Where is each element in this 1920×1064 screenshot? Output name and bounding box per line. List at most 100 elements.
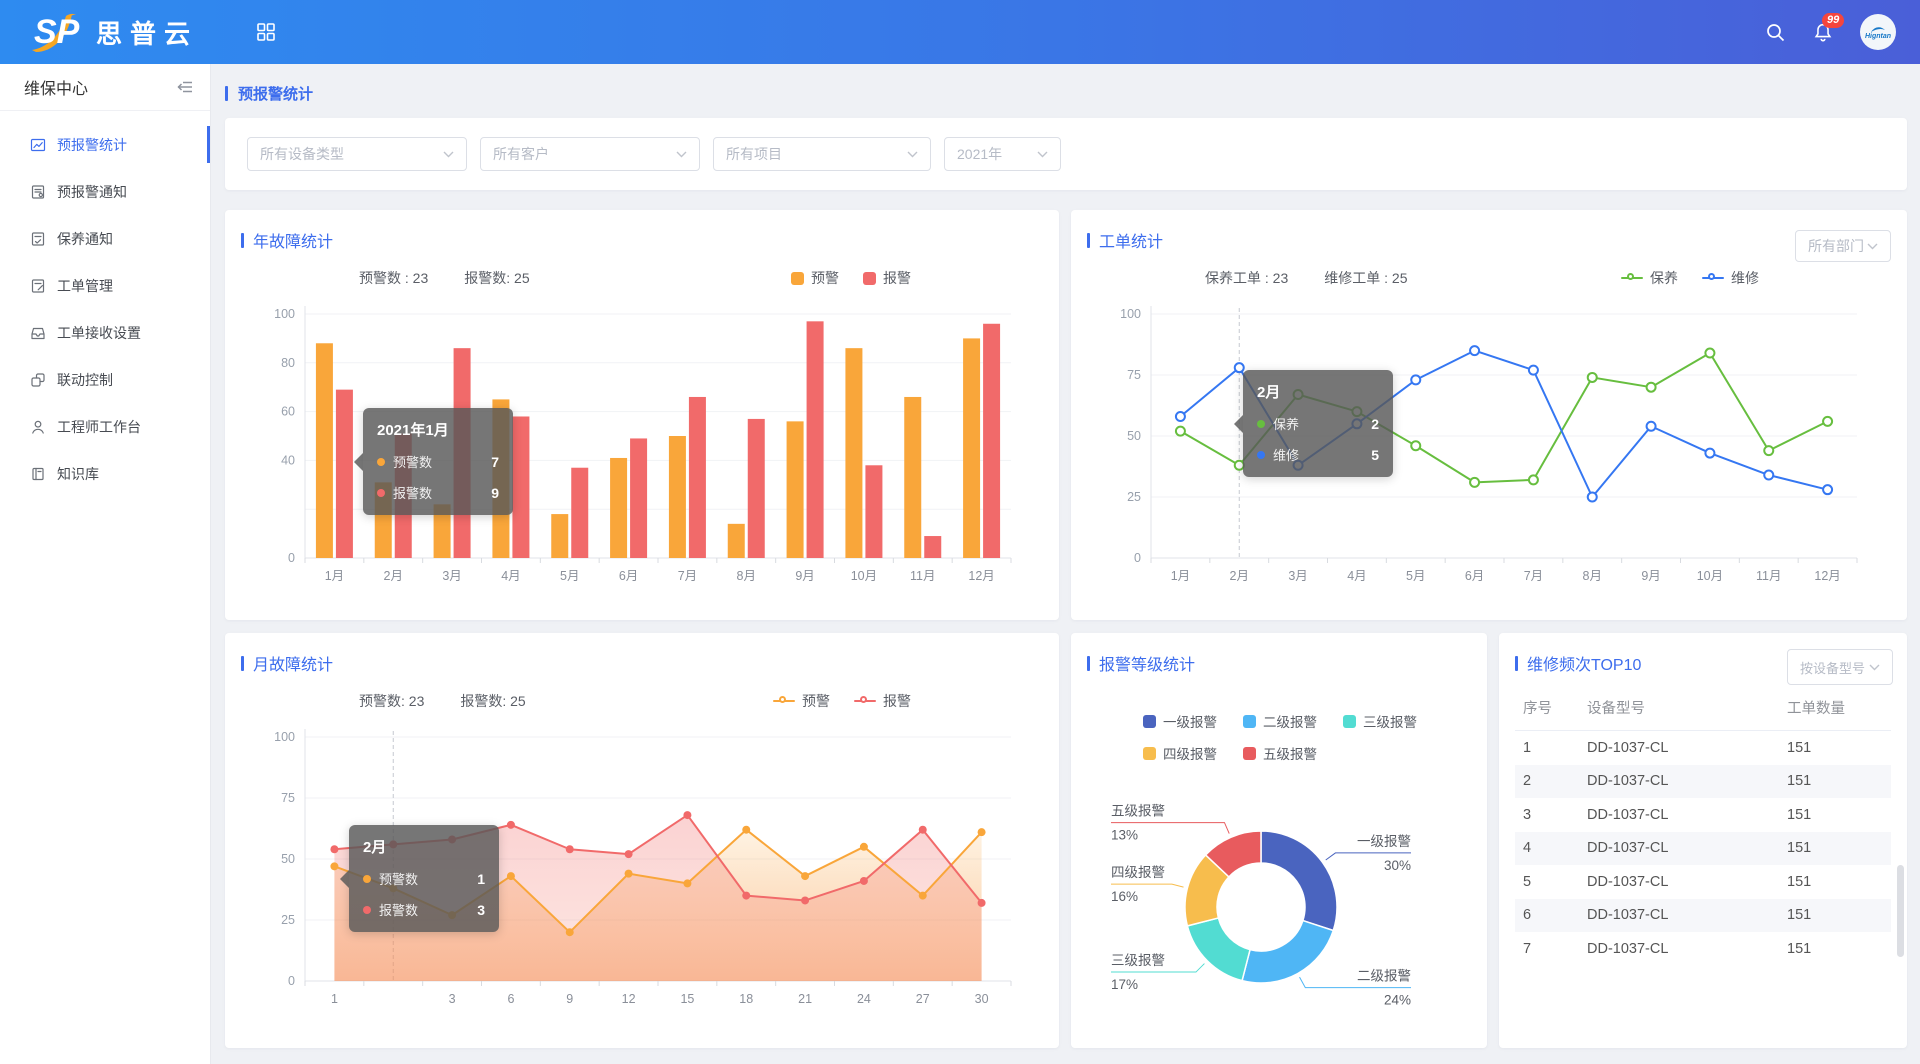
table-scrollbar[interactable]: [1897, 865, 1904, 957]
notification-bell-icon[interactable]: 99: [1812, 13, 1845, 43]
department-select[interactable]: 所有部门: [1795, 230, 1891, 262]
tooltip-row: 预警数 1: [363, 869, 485, 888]
svg-text:3: 3: [449, 992, 456, 1006]
legend-label: 五级报警: [1263, 747, 1317, 762]
apps-grid-icon[interactable]: [256, 22, 276, 42]
svg-text:40: 40: [281, 453, 295, 467]
sidebar-item-1[interactable]: 预报警统计: [0, 121, 210, 168]
department-select-value: 所有部门: [1808, 238, 1864, 254]
svg-text:2月: 2月: [384, 569, 403, 583]
legend-item-四级报警[interactable]: 四级报警: [1143, 743, 1217, 763]
sidebar-item-2[interactable]: 预报警通知: [0, 168, 210, 215]
sidebar-item-6[interactable]: 联动控制: [0, 356, 210, 403]
card-title: 维修频次TOP10: [1527, 657, 1642, 674]
chart-icon: [30, 138, 46, 151]
filter-select-2[interactable]: 所有客户: [480, 137, 700, 171]
svg-text:0: 0: [1134, 551, 1141, 565]
table-body: 1 DD-1037-CL 151 2 DD-1037-CL 151 3 DD-1037-CL 1…: [1515, 731, 1891, 966]
chart-tooltip: 2021年1月 预警数 7 报警数 9: [354, 408, 513, 515]
filter-select-1-value: 所有设备类型: [260, 146, 344, 162]
tooltip-series-name: 报警数: [379, 903, 419, 918]
table-row: 3 DD-1037-CL 151: [1515, 798, 1891, 832]
filter-select-3[interactable]: 所有项目: [713, 137, 931, 171]
card-title: 月故障统计: [253, 657, 334, 674]
svg-text:1: 1: [331, 992, 338, 1006]
title-accent-bar: [1087, 232, 1090, 248]
donut-chart-canvas[interactable]: 一级报警 30% 二级报警 24% 三级报警 17% 四级报警 16% 五级报警 13%: [1071, 775, 1487, 1037]
table-cell: 151: [1787, 806, 1812, 823]
bar-chart-canvas[interactable]: 0 40 60 80 100 1月 2月 3月 4月 5月 6月 7月 8月 9月 10月 11月 12月: [233, 296, 1033, 598]
svg-text:12月: 12月: [1814, 569, 1840, 583]
tooltip-series-value: 9: [491, 484, 499, 501]
svg-text:30%: 30%: [1384, 858, 1411, 873]
legend-item-报警[interactable]: 报警: [863, 268, 911, 288]
svg-text:11月: 11月: [1756, 569, 1781, 583]
table-cell: DD-1037-CL: [1587, 773, 1669, 790]
legend-swatch: [1243, 714, 1256, 728]
tooltip-series-dot: [1257, 419, 1265, 428]
svg-text:75: 75: [1127, 368, 1141, 382]
svg-text:24: 24: [857, 992, 871, 1006]
svg-text:9月: 9月: [795, 569, 814, 583]
sidebar-item-4[interactable]: 工单管理: [0, 262, 210, 309]
sidebar-item-8[interactable]: 知识库: [0, 450, 210, 497]
legend-item-预警[interactable]: 预警: [791, 268, 839, 288]
legend-line-marker: [1621, 273, 1643, 283]
title-accent-bar: [1515, 655, 1518, 671]
sidebar-item-7[interactable]: 工程师工作台: [0, 403, 210, 450]
svg-text:3月: 3月: [442, 569, 461, 583]
card-workorder: 工单统计 所有部门 保养工单 : 23 维修工单 : 25 保养 维修 0 25 50 75 100…: [1071, 210, 1907, 620]
filter-select-4[interactable]: 2021年: [944, 137, 1061, 171]
tooltip-row: 报警数 3: [363, 900, 485, 919]
table-header-cell: 工单数量: [1787, 701, 1845, 717]
device-model-select[interactable]: 按设备型号: [1787, 649, 1893, 685]
filter-select-1[interactable]: 所有设备类型: [247, 137, 467, 171]
svg-text:3月: 3月: [1288, 569, 1307, 583]
sidebar-item-3[interactable]: 保养通知: [0, 215, 210, 262]
legend-label: 预警: [811, 270, 839, 286]
table-cell: 7: [1523, 940, 1532, 957]
card-head: 工单统计: [1071, 210, 1907, 252]
table-cell: 151: [1787, 840, 1812, 857]
svg-text:80: 80: [281, 356, 295, 370]
legend-item-报警数[interactable]: 报警: [854, 691, 911, 711]
sidebar: 维保中心 预报警统计 预报警通知 保养通知 工单管理 工单接收设置 联动控制 工程师工作台知…: [0, 64, 211, 1064]
legend-item-一级报警[interactable]: 一级报警: [1143, 711, 1217, 731]
card-head: 报警等级统计: [1071, 633, 1487, 675]
chart-stats: 预警数: 23 报警数: 25: [359, 691, 526, 711]
chart-area: 0 25 50 75 100 1月 2月 3月 4月 5月 6月 7月 8月 9月 10月 11月 12月: [1071, 296, 1907, 609]
chevron-down-icon: [443, 151, 454, 157]
sidebar-item-label: 工单接收设置: [57, 324, 141, 341]
legend-swatch: [1143, 714, 1156, 728]
legend-item-保养[interactable]: 保养: [1621, 268, 1678, 288]
legend-item-维修[interactable]: 维修: [1702, 268, 1759, 288]
stat-text: 报警数: 25: [464, 270, 530, 286]
tooltip-row: 保养 2: [1257, 414, 1379, 433]
table-cell: 4: [1523, 840, 1532, 857]
svg-text:2月: 2月: [1230, 569, 1249, 583]
sp-logo-icon: SP: [32, 13, 80, 52]
legend-label: 保养: [1650, 270, 1678, 286]
tooltip-series-value: 3: [477, 901, 485, 918]
legend-ring: [860, 696, 867, 703]
search-icon[interactable]: [1765, 22, 1786, 43]
legend-swatch: [863, 271, 876, 285]
sidebar-collapse-icon[interactable]: [176, 78, 194, 96]
legend-label: 一级报警: [1163, 715, 1217, 730]
user-avatar[interactable]: Higntan: [1860, 14, 1896, 50]
legend-item-二级报警[interactable]: 二级报警: [1243, 711, 1317, 731]
svg-text:5月: 5月: [1406, 569, 1425, 583]
sidebar-item-5[interactable]: 工单接收设置: [0, 309, 210, 356]
svg-text:4月: 4月: [1347, 569, 1366, 583]
svg-text:50: 50: [281, 852, 295, 866]
legend-item-五级报警[interactable]: 五级报警: [1243, 743, 1317, 763]
legend-item-预警数[interactable]: 预警: [773, 691, 830, 711]
chart-legend: 保养 维修: [1621, 268, 1759, 288]
doc-edit-icon: [31, 278, 45, 293]
svg-text:24%: 24%: [1384, 993, 1411, 1008]
table-cell: 151: [1787, 873, 1812, 890]
card-repair-top10: 维修频次TOP10 按设备型号 序号 设备型号 工单数量 1 DD-1037-CL 151 2 D…: [1499, 633, 1907, 1048]
legend-item-三级报警[interactable]: 三级报警: [1343, 711, 1417, 731]
svg-text:7月: 7月: [1524, 569, 1543, 583]
